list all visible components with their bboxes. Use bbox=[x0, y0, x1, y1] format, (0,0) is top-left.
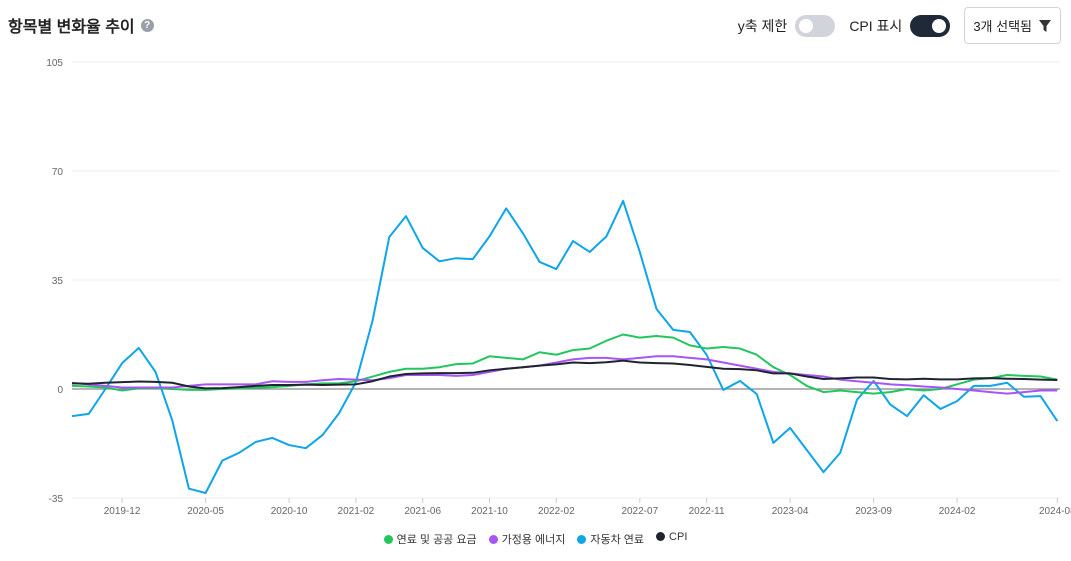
y-tick-label: 70 bbox=[52, 167, 64, 178]
x-tick-label: 2022-07 bbox=[621, 506, 658, 517]
x-tick-label: 2021-02 bbox=[338, 506, 375, 517]
legend-label: 연료 및 공공 요금 bbox=[396, 534, 477, 546]
legend-item[interactable]: 연료 및 공공 요금 bbox=[383, 531, 477, 547]
x-tick-label: 2020-05 bbox=[187, 506, 224, 517]
legend-item[interactable]: 가정용 에너지 bbox=[488, 531, 566, 547]
series-line-1 bbox=[71, 355, 1058, 395]
x-tick-label: 2023-09 bbox=[855, 506, 892, 517]
x-tick-label: 2024-02 bbox=[939, 506, 976, 517]
x-tick-label: 2021-10 bbox=[471, 506, 508, 517]
x-tick-label: 2022-11 bbox=[689, 506, 725, 517]
x-tick-label: 2024-08 bbox=[1039, 506, 1071, 517]
legend-dot-icon bbox=[656, 532, 666, 541]
series-line-0 bbox=[71, 333, 1058, 395]
legend-item[interactable]: CPI bbox=[656, 531, 687, 547]
x-tick-label: 2020-10 bbox=[271, 506, 308, 517]
legend: 연료 및 공공 요금 가정용 에너지 자동차 연료 CPI bbox=[0, 531, 1071, 547]
series-line-2 bbox=[71, 199, 1059, 495]
funnel-icon bbox=[1039, 19, 1051, 32]
y-limit-label: y축 제한 bbox=[737, 17, 788, 34]
chart-title: 항목별 변화율 추이 ? bbox=[8, 13, 154, 37]
line-chart: 105 70 35 0 -35 2019-12 2020-05 2020-10 2021-02 2… bbox=[46, 58, 1071, 517]
legend-label: CPI bbox=[669, 531, 688, 543]
y-tick-label: 35 bbox=[52, 276, 64, 287]
chart-controls: y축 제한 CPI 표시 3개 선택됨 bbox=[738, 7, 1061, 44]
x-tick-label: 2022-02 bbox=[538, 506, 575, 517]
legend-item[interactable]: 자동차 연료 bbox=[577, 531, 644, 547]
x-tick-label: 2023-04 bbox=[772, 506, 809, 517]
legend-dot-icon bbox=[577, 535, 587, 544]
y-tick-label: -35 bbox=[49, 494, 64, 505]
title-text: 항목별 변화율 추이 bbox=[8, 19, 135, 36]
x-tick-label: 2021-06 bbox=[404, 506, 441, 517]
question-circle-icon[interactable]: ? bbox=[140, 18, 154, 32]
legend-label: 가정용 에너지 bbox=[501, 534, 566, 546]
series-line-3 bbox=[71, 359, 1058, 390]
filter-label: 3개 선택됨 bbox=[973, 19, 1032, 34]
legend-label: 자동차 연료 bbox=[590, 534, 645, 546]
legend-dot-icon bbox=[383, 535, 393, 544]
legend-dot-icon bbox=[488, 535, 498, 544]
y-limit-toggle[interactable] bbox=[795, 14, 836, 37]
x-tick-label: 2019-12 bbox=[104, 506, 141, 517]
cpi-toggle[interactable] bbox=[910, 14, 951, 37]
y-tick-label: 105 bbox=[46, 58, 63, 69]
y-tick-label: 0 bbox=[57, 385, 63, 396]
cpi-label: CPI 표시 bbox=[849, 17, 903, 34]
category-filter-button[interactable]: 3개 선택됨 bbox=[964, 7, 1061, 44]
